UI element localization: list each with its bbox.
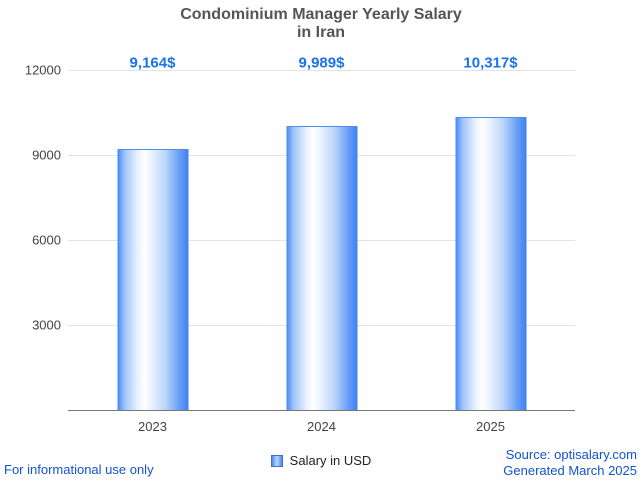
x-axis-tick-label-2023: 2023 <box>138 419 167 434</box>
y-axis-tick-label: 9000 <box>32 147 61 163</box>
bar-2024[interactable] <box>286 125 357 410</box>
chart-title-line2: in Iran <box>296 24 345 41</box>
plot-area: 12000 9000 6000 3000 9,164$ 2023 9,989$ 2024 10,… <box>25 55 575 434</box>
chart-title: Condominium Manager Yearly Salary in Ira… <box>0 6 642 42</box>
generated-date: Generated March 2025 <box>503 463 637 478</box>
chart-title-line1: Condominium Manager Yearly Salary <box>180 6 462 23</box>
source-block: Source: optisalary.com Generated March 2… <box>503 447 637 479</box>
disclaimer-text: For informational use only <box>4 462 154 477</box>
legend-swatch-icon <box>270 454 283 467</box>
gridline <box>68 70 575 71</box>
legend: Salary in USD <box>0 453 642 468</box>
y-axis-tick-label: 12000 <box>24 62 61 78</box>
value-label-2023: 9,164$ <box>129 54 176 72</box>
value-label-2024: 9,989$ <box>298 54 345 72</box>
source-link[interactable]: Source: optisalary.com <box>505 447 637 462</box>
value-label-2025: 10,317$ <box>463 54 518 72</box>
y-axis-tick-label: 6000 <box>32 232 61 248</box>
x-axis-tick-label-2025: 2025 <box>476 419 505 434</box>
x-axis-tick-label-2024: 2024 <box>307 419 336 434</box>
bar-2023[interactable] <box>117 149 188 410</box>
y-axis-tick-label: 3000 <box>32 317 61 333</box>
bar-2025[interactable] <box>455 116 526 410</box>
legend-label: Salary in USD <box>289 453 372 468</box>
